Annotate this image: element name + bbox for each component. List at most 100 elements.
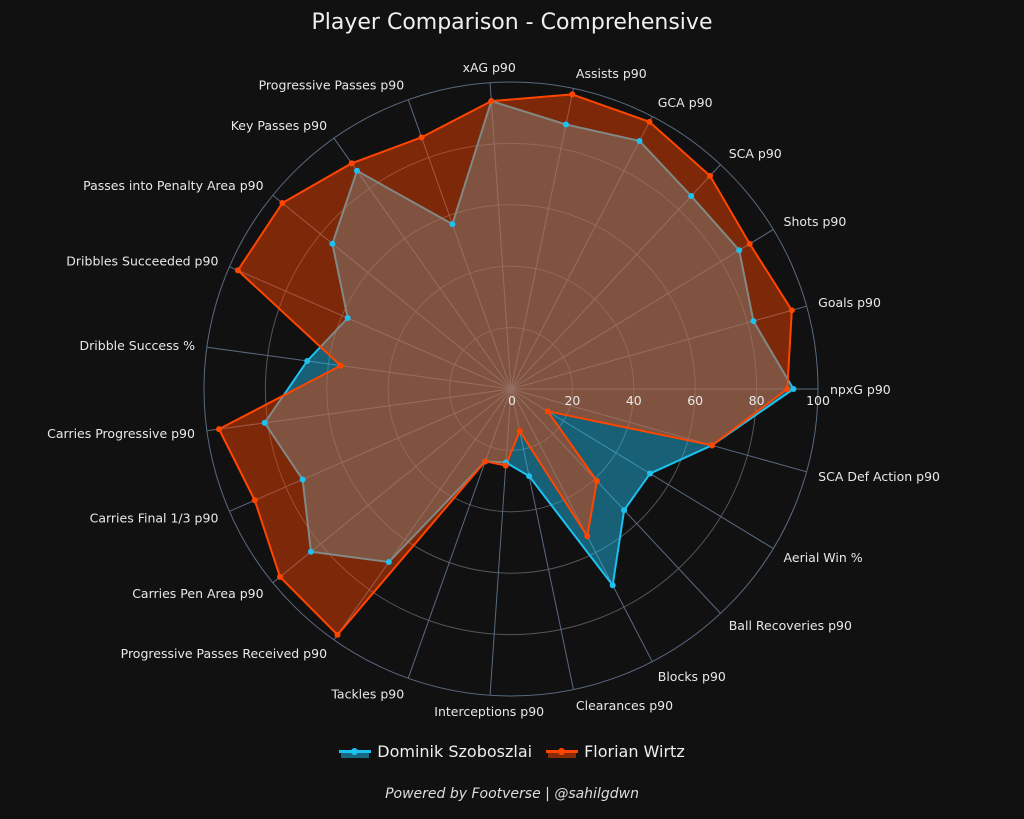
- data-point-wirtz: [709, 442, 716, 449]
- data-point-wirtz: [746, 240, 753, 247]
- axis-spoke: [229, 266, 512, 390]
- axis-label: Passes into Penalty Area p90: [83, 178, 263, 193]
- axis-label: Dribbles Succeeded p90: [66, 253, 218, 268]
- data-point-wirtz: [584, 533, 591, 540]
- data-point-szoboszlai: [621, 507, 628, 514]
- axis-label: npxG p90: [830, 382, 891, 397]
- axis-spoke: [510, 388, 574, 690]
- chart-title: Player Comparison - Comprehensive: [311, 10, 713, 35]
- axis-spoke: [407, 388, 512, 679]
- data-point-wirtz: [516, 428, 523, 435]
- series-area-szoboszlai: [263, 100, 795, 587]
- axis-label: Goals p90: [818, 295, 881, 310]
- data-point-szoboszlai: [688, 193, 695, 200]
- data-point-szoboszlai: [636, 137, 643, 144]
- data-point-wirtz: [334, 631, 341, 638]
- radial-tick-label: 40: [626, 393, 642, 408]
- data-point-wirtz: [544, 408, 551, 415]
- data-point-szoboszlai: [790, 386, 797, 392]
- axis-spoke: [510, 88, 574, 390]
- axis-spoke: [510, 388, 807, 473]
- axis-spoke: [510, 116, 653, 390]
- data-point-szoboszlai: [304, 357, 311, 364]
- axis-spoke: [229, 388, 512, 512]
- axis-spoke: [333, 137, 512, 390]
- axis-label: Carries Final 1/3 p90: [90, 511, 219, 526]
- axis-spoke: [206, 388, 512, 432]
- axis-spoke: [510, 388, 774, 549]
- data-point-wirtz: [337, 362, 344, 369]
- data-point-wirtz: [593, 477, 600, 484]
- axis-label: GCA p90: [658, 95, 713, 110]
- axis-label: Carries Progressive p90: [47, 426, 195, 441]
- legend-label-szoboszlai: Dominik Szoboszlai: [377, 742, 533, 761]
- data-point-wirtz: [488, 98, 495, 105]
- data-point-szoboszlai: [385, 559, 392, 566]
- axis-spoke: [333, 388, 512, 641]
- radial-tick-label: 0: [508, 393, 516, 408]
- data-point-szoboszlai: [526, 473, 533, 480]
- axis-spoke: [407, 99, 512, 390]
- axis-spoke: [510, 164, 721, 390]
- data-point-wirtz: [216, 426, 223, 433]
- radial-tick-label: 100: [806, 393, 830, 408]
- axis-label: Interceptions p90: [434, 704, 544, 719]
- data-point-szoboszlai: [344, 315, 351, 322]
- data-point-szoboszlai: [261, 419, 268, 426]
- axis-spoke: [272, 194, 512, 390]
- axis-label: SCA Def Action p90: [818, 469, 940, 484]
- legend-label-wirtz: Florian Wirtz: [584, 742, 685, 761]
- legend-item-wirtz[interactable]: Florian Wirtz: [546, 742, 685, 761]
- footer-credit: Powered by Footverse | @sahilgdwn: [385, 786, 639, 802]
- data-point-wirtz: [784, 386, 791, 392]
- data-point-szoboszlai: [609, 582, 616, 589]
- data-point-wirtz: [348, 160, 355, 167]
- data-point-szoboszlai: [307, 548, 314, 555]
- axis-label: Blocks p90: [658, 669, 726, 684]
- axis-label: Progressive Passes Received p90: [121, 646, 327, 661]
- series-area-wirtz: [218, 93, 793, 636]
- radial-tick-label: 20: [564, 393, 580, 408]
- axis-label: SCA p90: [729, 146, 782, 161]
- data-point-wirtz: [234, 267, 241, 274]
- axis-spoke: [206, 346, 512, 390]
- axis-spoke: [510, 388, 653, 662]
- data-point-wirtz: [277, 573, 284, 580]
- radial-tick-label: 60: [687, 393, 703, 408]
- data-point-szoboszlai: [736, 247, 743, 254]
- data-point-szoboszlai: [647, 470, 654, 477]
- data-point-szoboszlai: [750, 318, 757, 325]
- data-point-wirtz: [482, 458, 489, 465]
- data-point-szoboszlai: [449, 221, 456, 228]
- data-point-szoboszlai: [299, 476, 306, 483]
- axis-label: Assists p90: [576, 66, 647, 81]
- data-point-szoboszlai: [353, 167, 360, 174]
- data-point-szoboszlai: [562, 121, 569, 128]
- axis-label: Key Passes p90: [231, 118, 327, 133]
- axis-spoke: [510, 388, 721, 614]
- axis-label: Shots p90: [784, 214, 847, 229]
- legend-swatch-szoboszlai: [339, 747, 372, 758]
- data-point-wirtz: [569, 91, 576, 98]
- axis-spoke: [510, 305, 807, 390]
- axis-label: Progressive Passes p90: [259, 78, 405, 93]
- data-point-wirtz: [646, 118, 653, 125]
- radial-tick-label: 80: [749, 393, 765, 408]
- data-point-wirtz: [251, 497, 258, 504]
- legend-swatch-wirtz: [546, 747, 579, 758]
- data-point-wirtz: [502, 462, 509, 469]
- axis-label: Aerial Win %: [784, 550, 863, 565]
- axis-spoke: [510, 229, 774, 390]
- axis-spoke: [489, 82, 512, 390]
- data-point-wirtz: [418, 134, 425, 141]
- axis-label: xAG p90: [463, 60, 516, 75]
- data-point-wirtz: [707, 172, 714, 179]
- legend-item-szoboszlai[interactable]: Dominik Szoboszlai: [339, 742, 532, 761]
- axis-spoke: [489, 388, 512, 696]
- legend: Dominik Szoboszlai Florian Wirtz: [0, 742, 1024, 761]
- data-point-wirtz: [279, 200, 286, 207]
- data-point-szoboszlai: [329, 240, 336, 247]
- axis-label: Clearances p90: [576, 698, 673, 713]
- axis-label: Tackles p90: [330, 686, 404, 701]
